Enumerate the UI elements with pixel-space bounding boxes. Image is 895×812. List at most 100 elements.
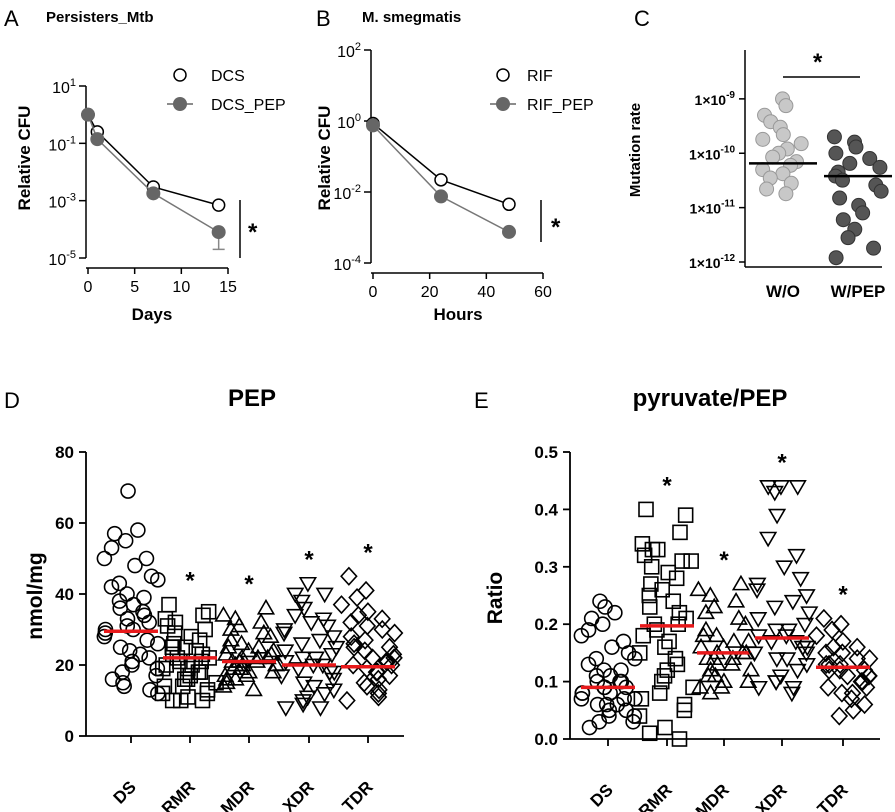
x-tick-label: TDR xyxy=(814,780,852,812)
data-point xyxy=(767,508,787,525)
data-point xyxy=(302,615,321,632)
data-point xyxy=(164,692,181,709)
x-tick-label: W/PEP xyxy=(831,282,886,301)
data-point xyxy=(344,655,362,675)
data-point xyxy=(828,250,844,266)
legend-label-rif: RIF xyxy=(527,68,553,85)
y-tick-label: 10-4 xyxy=(333,254,361,274)
data-point xyxy=(783,594,802,611)
data-point xyxy=(125,621,141,638)
data-point xyxy=(748,577,767,594)
data-point xyxy=(817,643,835,663)
y-tick-label: 20 xyxy=(55,656,74,675)
data-point xyxy=(385,623,404,643)
data-point xyxy=(775,127,791,143)
panel-e-title: pyruvate/PEP xyxy=(633,385,788,412)
panel-e-plot: 0.0 0.1 0.2 0.3 0.4 0.5 DS RMR * MDR * XDR * TDR * xyxy=(534,443,880,812)
data-point xyxy=(604,639,620,655)
data-point xyxy=(380,666,399,686)
y-tick-label: 0.4 xyxy=(534,500,558,519)
x-tick-label: 0 xyxy=(84,279,93,296)
data-point xyxy=(800,606,819,623)
data-point xyxy=(502,197,516,212)
y-tick-label: 0 xyxy=(65,727,74,746)
data-point xyxy=(784,680,803,697)
data-point xyxy=(112,600,129,617)
data-point xyxy=(787,548,806,565)
data-point xyxy=(755,131,771,147)
data-point xyxy=(117,532,134,549)
data-point xyxy=(649,541,666,558)
data-point xyxy=(691,678,710,694)
y-tick-label: 0.2 xyxy=(534,615,558,634)
y-tick-label: 10-3 xyxy=(48,192,76,212)
panel-e: E pyruvate/PEP 0.0 0.1 0.2 0.3 0.4 0.5 DS RMR * M… xyxy=(474,385,880,812)
data-point xyxy=(96,550,113,567)
data-point xyxy=(601,702,618,719)
data-point xyxy=(672,524,688,541)
data-point xyxy=(294,694,313,710)
data-point xyxy=(310,633,329,650)
sig-star: * xyxy=(551,214,561,241)
data-point xyxy=(872,159,888,175)
data-point xyxy=(340,566,358,586)
data-point xyxy=(274,626,294,643)
data-point xyxy=(264,662,283,679)
data-point xyxy=(835,212,851,228)
data-point xyxy=(771,480,791,496)
data-point xyxy=(724,632,743,648)
panel-a-title: Persisters_Mtb xyxy=(46,9,154,26)
data-point xyxy=(641,599,658,615)
data-point xyxy=(707,626,726,643)
y-tick-label: 1×10-12 xyxy=(689,253,735,271)
data-point xyxy=(676,702,693,719)
data-point xyxy=(661,633,677,650)
data-point xyxy=(643,558,660,575)
data-point xyxy=(722,655,742,671)
y-tick-label: 0.1 xyxy=(534,673,558,692)
data-point xyxy=(138,550,155,567)
data-point xyxy=(332,595,351,615)
data-point xyxy=(699,666,718,683)
data-point xyxy=(580,656,597,673)
legend-filled-circle-icon xyxy=(496,97,510,111)
data-point xyxy=(736,614,755,631)
data-point xyxy=(251,613,271,629)
data-point xyxy=(594,616,611,633)
data-point xyxy=(745,646,764,663)
data-point xyxy=(211,225,226,240)
data-point xyxy=(311,701,330,717)
y-tick-label: 0.3 xyxy=(534,558,558,577)
y-tick-label: 102 xyxy=(337,41,361,61)
x-tick-label: 60 xyxy=(534,284,552,301)
data-point xyxy=(358,676,376,696)
data-point xyxy=(676,696,693,713)
x-tick-label: RMR xyxy=(635,780,676,812)
data-point xyxy=(723,649,743,666)
data-point xyxy=(81,107,95,122)
data-point xyxy=(657,639,673,655)
data-point xyxy=(840,230,856,246)
data-point xyxy=(342,627,361,647)
data-point xyxy=(696,603,715,620)
data-point xyxy=(685,679,701,696)
data-point xyxy=(150,571,166,588)
data-point xyxy=(276,701,295,717)
x-tick-label: XDR xyxy=(279,777,318,812)
x-tick-label: DS xyxy=(110,777,140,807)
y-tick-label: 0.0 xyxy=(534,730,558,749)
panel-d: D PEP 0 20 40 60 80 DS RMR * MDR * XDR * TDR * nmol/m… xyxy=(4,385,404,812)
data-point xyxy=(855,694,874,715)
y-tick-label: 101 xyxy=(52,77,76,97)
data-point xyxy=(660,564,677,581)
data-point xyxy=(659,662,676,678)
x-tick-label: W/O xyxy=(766,282,800,301)
data-point xyxy=(106,525,123,542)
data-point xyxy=(866,240,882,256)
data-point xyxy=(817,654,836,674)
panel-e-ylabel: Ratio xyxy=(484,572,507,625)
data-point xyxy=(838,666,857,686)
y-tick-label: 0.5 xyxy=(534,443,558,462)
data-point xyxy=(631,708,648,724)
y-tick-label: 1×10-11 xyxy=(690,199,736,217)
